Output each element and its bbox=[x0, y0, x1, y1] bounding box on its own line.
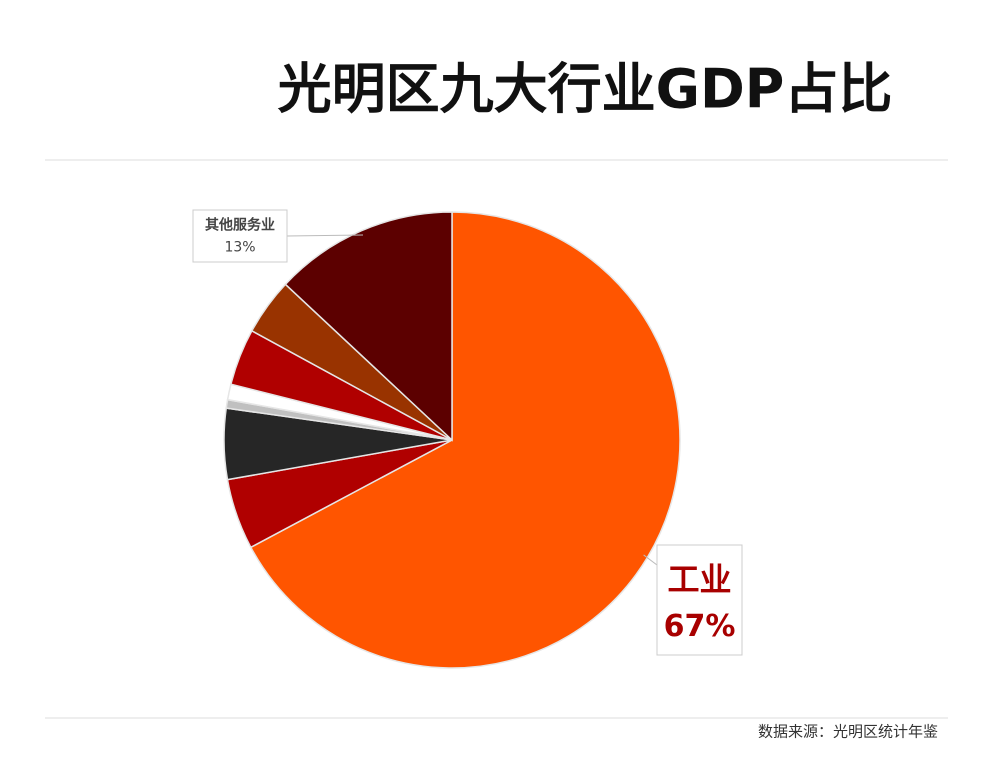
labels: 工业 67% 其他服务业 13% bbox=[192, 209, 743, 656]
label-box bbox=[192, 209, 288, 263]
slice-label: 工业 bbox=[667, 560, 731, 598]
label-box bbox=[656, 544, 743, 656]
slice-label: 其他服务业 bbox=[205, 217, 275, 234]
chart-title: 光明区九大行业GDP占比 bbox=[278, 58, 893, 121]
leader-line bbox=[643, 554, 658, 566]
value-label: 67% bbox=[664, 609, 736, 644]
pie-slice bbox=[284, 211, 453, 442]
leader-line bbox=[286, 234, 364, 237]
source-note: 数据来源：光明区统计年鉴 bbox=[758, 723, 938, 741]
value-label: 13% bbox=[224, 239, 255, 255]
pie bbox=[223, 211, 681, 669]
